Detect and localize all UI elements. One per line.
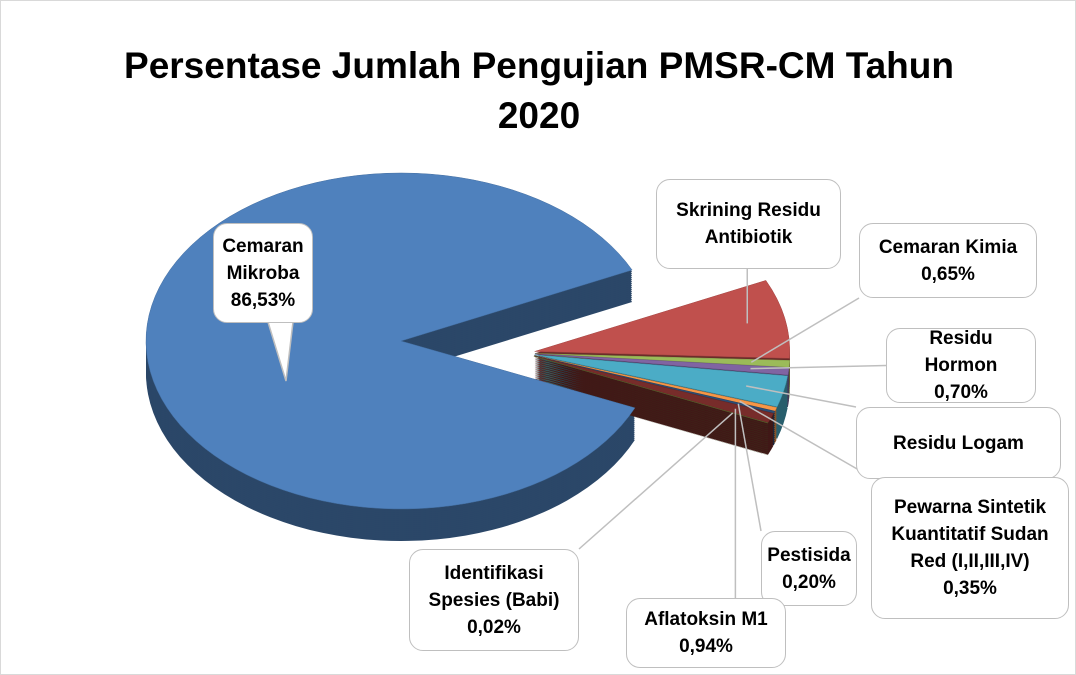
label-value: 0,70%: [934, 382, 988, 403]
label-value: 0,94%: [679, 636, 733, 657]
leader-line: [578, 412, 734, 550]
slice-side-layer: [533, 358, 768, 426]
slice-side-layer: [534, 375, 774, 443]
label-value: 0,35%: [943, 578, 997, 599]
data-label: Pestisida 0,20%: [761, 531, 857, 606]
leader-line: [750, 364, 887, 370]
data-label: Identifikasi Spesies (Babi) 0,02%: [409, 549, 579, 651]
slice-side-layer: [534, 363, 774, 431]
slice: [533, 355, 769, 424]
slice: [534, 354, 788, 408]
slice-side-layer: [533, 368, 768, 436]
leader-line: [737, 403, 762, 532]
slice: [534, 280, 790, 359]
data-label: Cemaran Kimia 0,65%: [859, 223, 1037, 298]
data-label: Residu Logam: [856, 407, 1061, 479]
slice-side-layer: [534, 367, 774, 435]
label-value: 86,53%: [230, 289, 296, 311]
label-name: Skrining Residu Antibiotik: [676, 200, 821, 248]
label-value: 0,20%: [782, 571, 836, 593]
data-label: Residu Hormon 0,70%: [886, 328, 1036, 403]
leader-line: [739, 400, 872, 478]
slice-side-layer: [534, 373, 774, 441]
slice: [533, 355, 775, 423]
slice-side-layer: [533, 364, 768, 432]
slice-side-layer: [534, 377, 774, 445]
label-name: Pewarna Sintetik Kuantitatif Sudan Red (…: [891, 497, 1049, 572]
leader-line: [750, 297, 860, 363]
label-name: Cemaran Kimia: [878, 236, 1018, 258]
slice-side-layer: [533, 362, 768, 430]
leader-line: [746, 385, 857, 408]
slice-side-layer: [533, 376, 768, 444]
data-label: Skrining Residu Antibiotik: [656, 179, 841, 269]
slice-side-layer: [533, 360, 768, 428]
label-name: Aflatoksin M1: [644, 609, 768, 630]
slice-side-layer: [533, 374, 768, 442]
slice-side-layer: [534, 369, 774, 437]
slice-side-layer: [533, 370, 768, 438]
slice-side-layer: [533, 372, 768, 440]
label-name: Identifikasi Spesies (Babi): [428, 562, 560, 611]
slice-side-layer: [534, 357, 774, 425]
slice-side-layer: [534, 361, 774, 429]
label-value: 0,65%: [921, 263, 975, 285]
label-name: Residu Hormon: [924, 328, 998, 376]
label-name: Pestisida: [767, 544, 851, 566]
slice-side-layer: [534, 365, 774, 433]
slice-side-layer: [533, 378, 768, 446]
chart-title: Persentase Jumlah Pengujian PMSR-CM Tahu…: [124, 45, 954, 136]
label-name: Residu Logam: [893, 432, 1024, 454]
slice-side-layer: [533, 366, 768, 434]
label-name: Cemaran Mikroba: [222, 235, 304, 284]
slice-side-layer: [534, 359, 774, 427]
slice: [534, 355, 776, 414]
data-label: Cemaran Mikroba 86,53%: [213, 223, 313, 323]
data-label: Aflatoksin M1 0,94%: [626, 598, 786, 668]
label-value: 0,02%: [467, 616, 521, 638]
slice: [145, 172, 636, 510]
data-label: Pewarna Sintetik Kuantitatif Sudan Red (…: [871, 477, 1069, 619]
slice-side-layer: [534, 371, 774, 439]
